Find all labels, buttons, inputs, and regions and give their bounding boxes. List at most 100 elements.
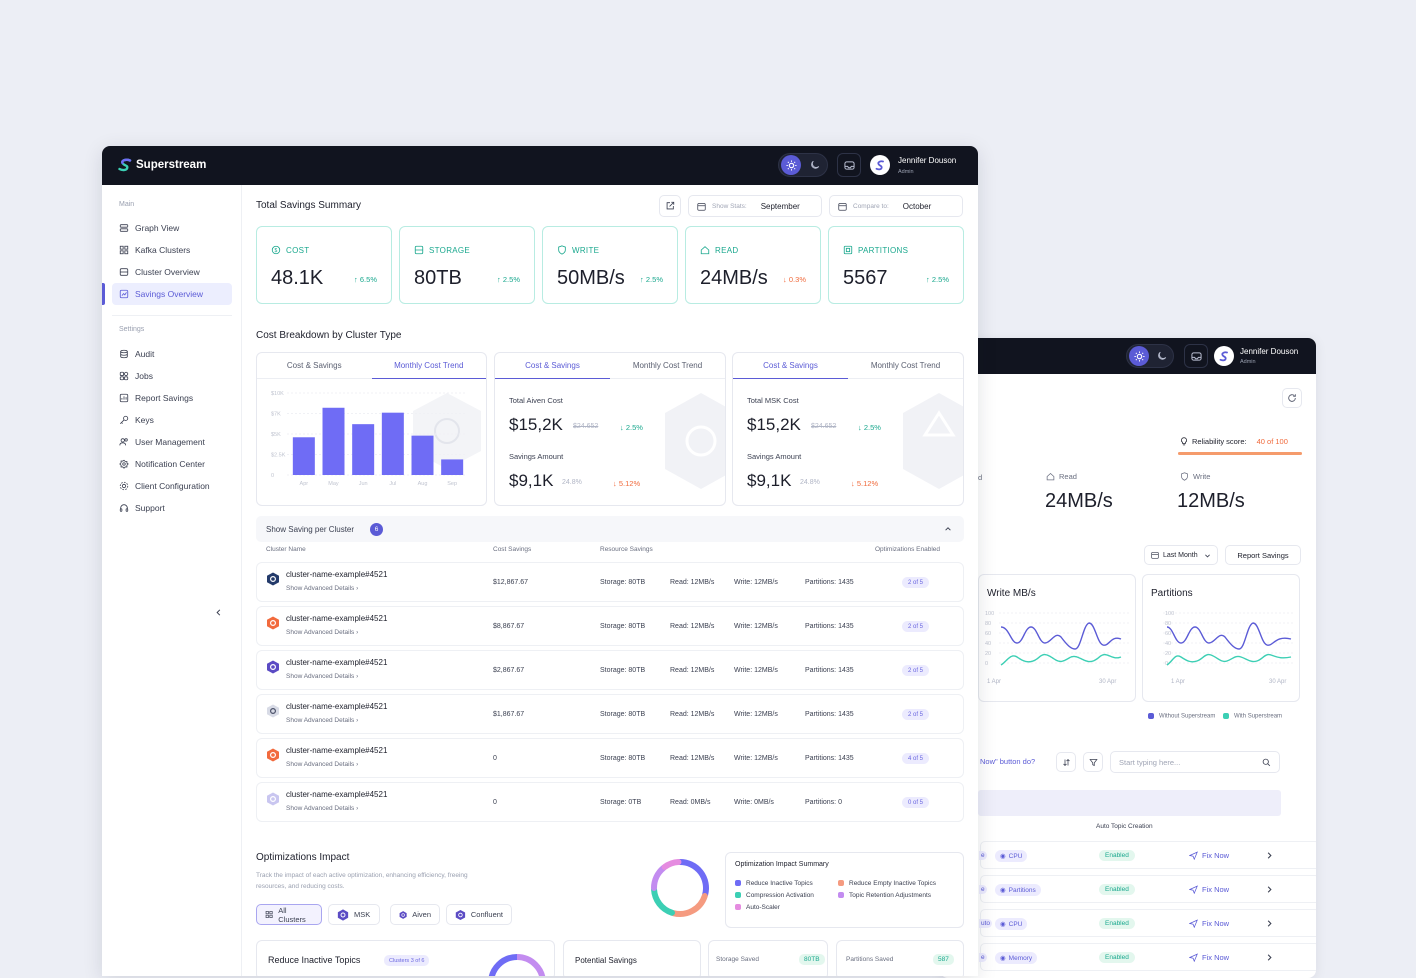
stat-card-partitions: PARTITIONS 5567 ↑ 2.5% <box>828 226 964 304</box>
table-row[interactable]: cluster-name-example#4521 Show Advanced D… <box>256 606 964 646</box>
show-stats-select[interactable]: Show Stats: September <box>688 195 822 217</box>
sidebar-item-audit[interactable]: Audit <box>112 343 232 365</box>
sidebar-item-graph-view[interactable]: Graph View <box>112 217 232 239</box>
tab-monthly-trend[interactable]: Monthly Cost Trend <box>632 361 703 370</box>
inbox-icon[interactable] <box>837 153 861 177</box>
sidebar-item-savings-overview[interactable]: Savings Overview <box>112 283 232 305</box>
avatar[interactable] <box>1214 346 1234 366</box>
table-row[interactable]: uto ◉ CPU Enabled Fix Now <box>979 909 1316 937</box>
partitions-savings: Partitions: 1435 <box>805 579 854 586</box>
filter-aiven[interactable]: Aiven <box>390 904 440 925</box>
bar <box>292 437 315 475</box>
resource-chip: ◉ CPU <box>995 850 1028 862</box>
moon-icon[interactable] <box>1152 346 1172 366</box>
fix-now-button[interactable]: Fix Now <box>1189 953 1229 962</box>
collapse-sidebar-button[interactable] <box>214 604 223 622</box>
sidebar-item-cluster-overview[interactable]: Cluster Overview <box>112 261 232 283</box>
sidebar-item-report-savings[interactable]: Report Savings <box>112 387 232 409</box>
tab-monthly-trend[interactable]: Monthly Cost Trend <box>371 353 487 379</box>
bar <box>352 424 375 475</box>
sidebar-settings-label: Settings <box>119 326 145 333</box>
stat-value: 80TB <box>414 267 462 289</box>
table-row[interactable]: cluster-name-example#4521 Show Advanced D… <box>256 738 964 778</box>
filter-icon <box>1088 758 1098 766</box>
filter-button[interactable] <box>1083 752 1103 772</box>
sidebar-item-support[interactable]: Support <box>112 497 232 519</box>
stat-label: $ COST <box>271 245 309 255</box>
sun-icon[interactable] <box>1129 346 1149 366</box>
potential-savings-card: Potential Savings <box>563 940 701 976</box>
sidebar-item-user-management[interactable]: User Management <box>112 431 232 453</box>
show-details-link[interactable]: Show Advanced Details › <box>286 585 359 592</box>
storage-savings: Storage: 80TB <box>600 755 646 762</box>
show-details-link[interactable]: Show Advanced Details › <box>286 761 359 768</box>
table-row[interactable]: cluster-name-example#4521 Show Advanced D… <box>256 562 964 602</box>
show-details-link[interactable]: Show Advanced Details › <box>286 717 359 724</box>
table-row[interactable]: cluster-name-example#4521 Show Advanced D… <box>256 782 964 822</box>
partitions-chart-title: Partitions <box>1151 588 1193 599</box>
stat-label: WRITE <box>557 245 599 255</box>
reduce-inactive-card[interactable]: Reduce Inactive Topics Clusters 3 of 6 <box>256 940 555 976</box>
search-input[interactable]: Start typing here... <box>1110 751 1280 773</box>
fix-now-button[interactable]: Fix Now <box>1189 919 1229 928</box>
optimization-summary-card: Optimization Impact Summary Reduce Inact… <box>725 852 964 928</box>
sidebar-item-jobs[interactable]: Jobs <box>112 365 232 387</box>
export-button[interactable] <box>659 195 681 217</box>
tab-cost-savings[interactable]: Cost & Savings <box>286 361 342 370</box>
theme-toggle[interactable] <box>778 153 828 177</box>
chevron-right-icon[interactable] <box>1265 885 1274 894</box>
sidebar-item-client-configuration[interactable]: Client Configuration <box>112 475 232 497</box>
legend-item: Auto-Scaler <box>735 904 780 911</box>
tab-cost-savings[interactable]: Cost & Savings <box>495 353 610 379</box>
back-topbar: Jennifer Douson Admin <box>940 338 1316 374</box>
chevron-right-icon[interactable] <box>1265 953 1274 962</box>
table-row[interactable]: e ◉ Partitions Enabled Fix Now <box>979 875 1316 903</box>
show-details-link[interactable]: Show Advanced Details › <box>286 805 359 812</box>
logo[interactable]: Superstream <box>118 158 206 172</box>
x-tick-label: May <box>328 481 339 487</box>
filter-msk[interactable]: MSK <box>328 904 380 925</box>
app-name: Superstream <box>136 159 207 171</box>
tab-cost-savings[interactable]: Cost & Savings <box>733 353 848 379</box>
avatar[interactable] <box>870 155 890 175</box>
table-row[interactable]: e ◉ Memory Enabled Fix Now <box>979 943 1316 971</box>
sidebar-item-keys[interactable]: Keys <box>112 409 232 431</box>
sidebar-item-kafka-clusters[interactable]: Kafka Clusters <box>112 239 232 261</box>
sidebar-item-notification-center[interactable]: Notification Center <box>112 453 232 475</box>
stat-delta: ↑ 6.5% <box>354 275 377 284</box>
server-icon <box>119 268 129 276</box>
compare-to-select[interactable]: Compare to: October <box>829 195 963 217</box>
moon-icon[interactable] <box>805 155 825 175</box>
inbox-icon[interactable] <box>1184 344 1208 368</box>
donut-segment <box>677 859 709 898</box>
filter-all-clusters[interactable]: All Clusters <box>256 904 322 925</box>
fix-now-button[interactable]: Fix Now <box>1189 851 1229 860</box>
show-details-link[interactable]: Show Advanced Details › <box>286 629 359 636</box>
chevron-right-icon[interactable] <box>1265 919 1274 928</box>
filter-confluent[interactable]: Confluent <box>446 904 512 925</box>
fix-now-button[interactable]: Fix Now <box>1189 885 1229 894</box>
x-start-label: 1 Apr <box>987 679 1001 685</box>
table-row[interactable]: cluster-name-example#4521 Show Advanced D… <box>256 650 964 690</box>
refresh-button[interactable] <box>1282 388 1302 408</box>
cluster-table-toggle[interactable]: Show Saving per Cluster 6 <box>256 516 964 542</box>
resource-chip: ◉ CPU <box>995 918 1028 930</box>
line-with <box>1166 653 1292 666</box>
table-row[interactable]: e ◉ CPU Enabled Fix Now <box>979 841 1316 869</box>
sort-button[interactable] <box>1056 752 1076 772</box>
resource-chip: ◉ Partitions <box>995 884 1041 896</box>
show-details-link[interactable]: Show Advanced Details › <box>286 673 359 680</box>
main-window: Superstream Jennifer Douson Admin Main G… <box>102 146 978 976</box>
y-tick-label: $2.5K <box>271 453 286 459</box>
chart-icon <box>119 289 129 299</box>
theme-toggle[interactable] <box>1126 344 1174 368</box>
period-select[interactable]: Last Month <box>1144 545 1218 565</box>
arrow-up-icon: ↑ <box>640 275 646 284</box>
key-icon <box>119 415 129 425</box>
sun-icon[interactable] <box>781 155 801 175</box>
legend-dot <box>735 904 741 911</box>
report-savings-button[interactable]: Report Savings <box>1225 545 1301 565</box>
table-row[interactable]: cluster-name-example#4521 Show Advanced D… <box>256 694 964 734</box>
tab-monthly-trend[interactable]: Monthly Cost Trend <box>870 361 941 370</box>
chevron-right-icon[interactable] <box>1265 851 1274 860</box>
